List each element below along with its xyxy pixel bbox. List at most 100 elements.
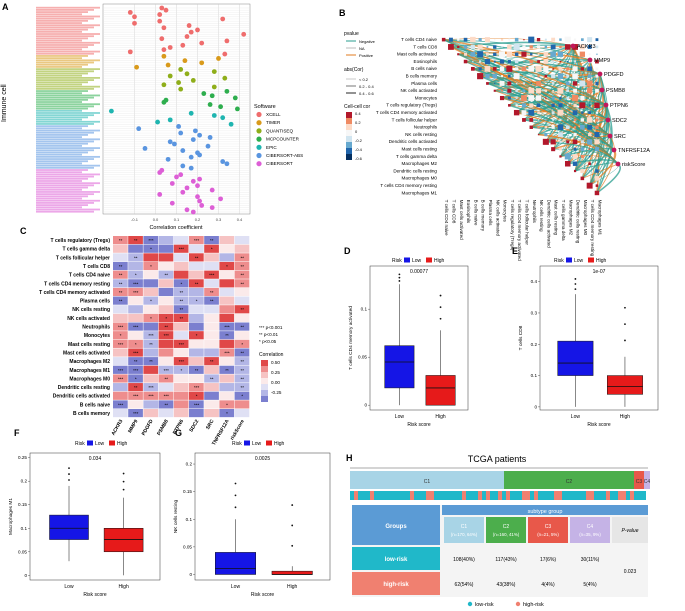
panel-c-cell bbox=[189, 236, 204, 245]
panel-b-cell bbox=[463, 37, 468, 42]
panel-c-sig-mark: * bbox=[226, 402, 228, 407]
panel-b-cell bbox=[528, 95, 535, 101]
panel-a-row-label bbox=[36, 41, 100, 44]
panel-c-legend-title: Correlation bbox=[259, 352, 284, 358]
panel-h-risk-strip bbox=[546, 491, 550, 500]
panel-b-cell bbox=[557, 124, 564, 131]
panel-c-cell bbox=[128, 287, 143, 297]
panel-a-row-label bbox=[36, 199, 100, 202]
panel-c-cell bbox=[189, 313, 204, 322]
panel-c-cell bbox=[189, 357, 204, 366]
panel-c-cell bbox=[113, 348, 128, 357]
box-ytick-label: 0.05 bbox=[183, 544, 192, 549]
panel-b-cor-tick: -0.4 bbox=[355, 147, 363, 152]
panel-b-row-label: Monocytes bbox=[415, 95, 438, 100]
panel-h-risk-strip bbox=[594, 491, 598, 500]
panel-a-legend-label: MCPCOUNTER bbox=[266, 137, 300, 142]
panel-c-cell bbox=[128, 236, 143, 245]
panel-c-sig-mark: * bbox=[226, 264, 228, 269]
panel-c-sig-mark: *** bbox=[148, 238, 154, 243]
panel-h-pvalue: 0.023 bbox=[624, 569, 637, 575]
panel-h-col-n: (n=160, 41%) bbox=[493, 532, 520, 537]
panel-b-cell bbox=[580, 169, 585, 174]
panel-b-edge bbox=[596, 73, 609, 194]
panel-b-col-label: Eosinophils bbox=[466, 200, 471, 224]
panel-a-row-label bbox=[36, 81, 88, 84]
panel-b-cell bbox=[529, 125, 533, 129]
panel-b-cell bbox=[595, 169, 599, 173]
panel-b-cor-swatch bbox=[346, 112, 352, 118]
panel-b-gene-nodes: ACKR3 MMP9 PDGFD PSMB8 PTPN6 SDC2 SRC TNFRSF12A… bbox=[570, 43, 650, 168]
panel-c-sig-mark: *** bbox=[148, 394, 154, 399]
panel-b-gene-label: riskScore bbox=[622, 162, 645, 168]
panel-b-cell bbox=[457, 38, 460, 41]
panel-b-cell bbox=[589, 148, 591, 150]
panel-b-cell bbox=[498, 51, 506, 58]
panel-b-gene-node bbox=[607, 133, 613, 139]
panel-c-cell bbox=[173, 313, 189, 322]
panel-b-pvalue-item: Positive bbox=[359, 53, 374, 58]
panel-b-cell bbox=[580, 118, 585, 122]
panel-b-row-label: Dendritic cells resting bbox=[393, 168, 437, 173]
box-legend-high-swatch bbox=[266, 440, 272, 446]
panel-a-point bbox=[190, 137, 196, 143]
panel-c-cell bbox=[189, 409, 204, 418]
panel-label-g: G bbox=[175, 428, 182, 438]
panel-c-cell bbox=[189, 279, 204, 288]
panel-c-cell bbox=[128, 348, 143, 357]
panel-a-point bbox=[157, 12, 163, 17]
panel-b-cell bbox=[523, 61, 525, 63]
panel-h-cluster-bar bbox=[504, 471, 634, 489]
panel-c-cell bbox=[113, 270, 128, 279]
panel-c-sig-mark: ** bbox=[210, 290, 214, 295]
panel-a-row-label bbox=[36, 39, 82, 42]
panel-h-col-name: C4 bbox=[587, 524, 594, 530]
panel-b-col-label: Plasma cells bbox=[488, 200, 493, 226]
panel-b-cell bbox=[522, 82, 526, 85]
panel-a-row-label bbox=[36, 206, 82, 209]
panel-c-sig-mark: * bbox=[241, 342, 243, 347]
panel-b-cell bbox=[572, 66, 578, 72]
panel-b-cell bbox=[595, 118, 599, 122]
panel-a-row-label bbox=[36, 33, 100, 35]
box-category: Low bbox=[231, 584, 241, 590]
panel-b-cell bbox=[544, 89, 548, 92]
panel-a-point bbox=[161, 47, 167, 53]
panel-c-cell bbox=[173, 261, 189, 271]
panel-c-sig-mark: ** bbox=[240, 273, 244, 278]
box-body bbox=[49, 514, 89, 540]
panel-b-cell bbox=[545, 119, 547, 121]
panel-a-point bbox=[228, 121, 234, 127]
panel-h-risk-strip bbox=[550, 491, 554, 500]
panel-a-point bbox=[232, 95, 238, 101]
panel-c-heatmap: T cells regulatory (Tregs) ** ** *** *** **T … bbox=[39, 236, 250, 447]
panel-c-cell bbox=[113, 253, 128, 262]
panel-c-sig-mark: * bbox=[211, 247, 213, 252]
panel-c-cell bbox=[219, 400, 235, 409]
box-body bbox=[557, 340, 594, 376]
box-ytick-label: 0.05 bbox=[358, 355, 367, 360]
panel-b-cell bbox=[587, 74, 592, 78]
panel-h-risk-strip bbox=[382, 491, 386, 500]
panel-b-cell bbox=[544, 133, 548, 137]
panel-b-col-label: Dendritic cells resting bbox=[576, 200, 581, 244]
panel-a-point bbox=[207, 135, 213, 140]
panel-b-cell bbox=[485, 73, 490, 79]
panel-b-cell bbox=[551, 96, 555, 100]
panel-a-point bbox=[180, 148, 186, 153]
panel-b-row-label: Macrophages M1 bbox=[402, 190, 438, 195]
panel-b-cell bbox=[521, 110, 527, 116]
panel-h-risk-strip bbox=[518, 491, 522, 500]
panel-b-cell bbox=[559, 45, 562, 49]
panel-b-cell bbox=[586, 182, 593, 189]
panel-b-cor-tick: 0 bbox=[355, 129, 358, 134]
panel-c-cell bbox=[189, 374, 204, 383]
panel-a-point bbox=[163, 7, 169, 13]
panel-b-cor-tick: 0.4 bbox=[355, 111, 361, 116]
panel-b-cell bbox=[595, 38, 599, 42]
box-ytick-label: 0.25 bbox=[18, 455, 27, 460]
panel-h-risk-strip bbox=[458, 491, 462, 500]
panel-h-risk-strip bbox=[542, 491, 546, 500]
panel-c-cell bbox=[158, 261, 174, 271]
panel-c-cell bbox=[189, 383, 204, 392]
